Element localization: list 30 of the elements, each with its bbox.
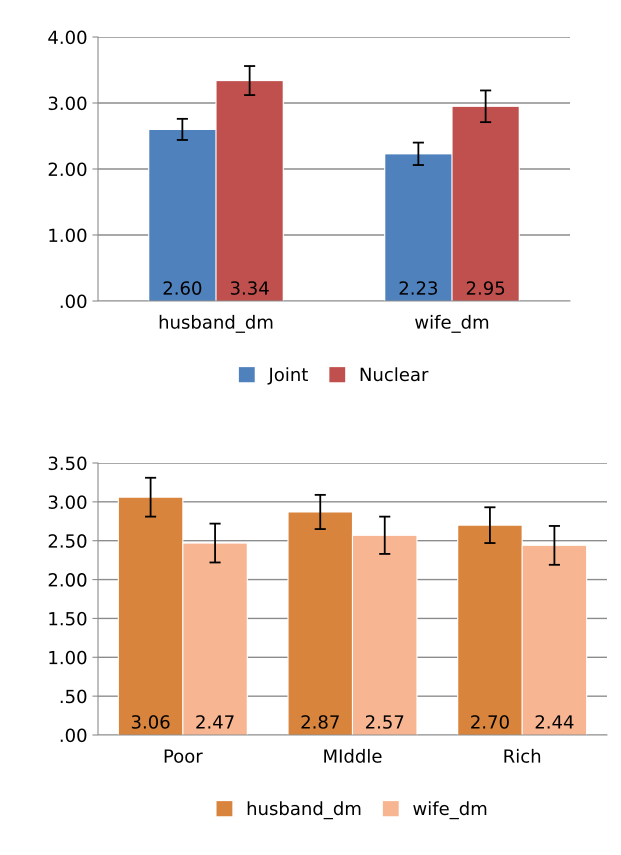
- y-tick-label: 1.00: [49, 228, 86, 242]
- y-tick-label: 1.00: [49, 650, 86, 664]
- y-tick-label: 4.00: [48, 30, 86, 44]
- y-tick-label: 2.00: [48, 573, 86, 587]
- y-tick-label: 3.00: [48, 495, 86, 509]
- data-label: 2.44: [536, 715, 574, 729]
- legend-label: Nuclear: [360, 367, 428, 382]
- legend-label: Joint: [268, 367, 308, 385]
- data-label: 3.34: [230, 281, 269, 295]
- y-tick-label: .50: [60, 690, 86, 704]
- y-tick-label: 1.50: [49, 612, 86, 626]
- data-label: 2.95: [466, 281, 504, 295]
- data-label: 2.70: [471, 715, 509, 729]
- y-tick-label: .00: [60, 728, 86, 742]
- y-tick-label: 2.50: [48, 534, 86, 548]
- data-label: 2.23: [400, 281, 438, 295]
- x-tick-label: Poor: [164, 749, 203, 763]
- data-label: 2.57: [366, 715, 404, 729]
- y-tick-label: 3.50: [48, 456, 86, 470]
- legend-label: husband_dm: [248, 801, 360, 820]
- x-tick-label: Rich: [504, 748, 540, 763]
- data-label: 2.87: [301, 715, 339, 729]
- data-label: 3.06: [132, 715, 170, 729]
- data-label: 2.60: [164, 281, 202, 295]
- y-tick-label: .00: [60, 294, 86, 308]
- y-tick-label: 2.00: [48, 162, 86, 176]
- data-label: 2.47: [196, 715, 234, 729]
- y-tick-label: 3.00: [48, 96, 86, 110]
- legend-label: wife_dm: [413, 801, 486, 820]
- x-tick-label: MIddle: [324, 748, 382, 763]
